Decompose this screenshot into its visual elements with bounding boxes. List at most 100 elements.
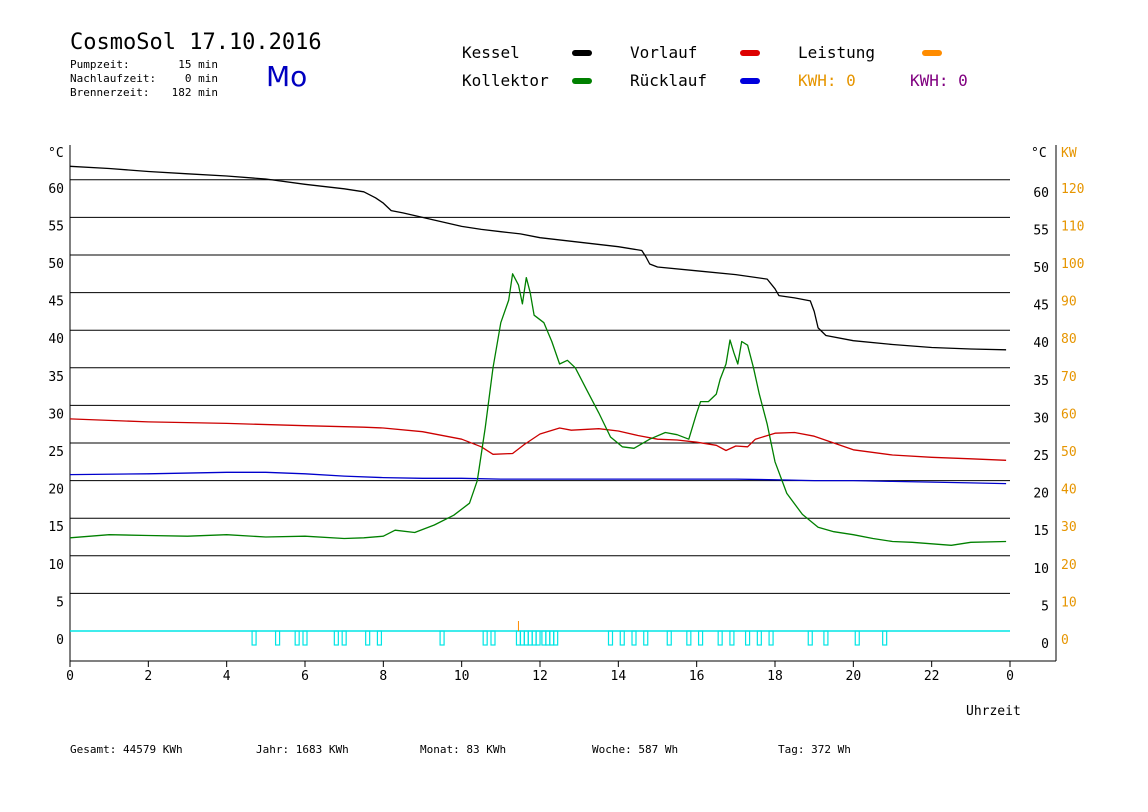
x-tick-label-2: 4 bbox=[223, 669, 231, 684]
kw-tick-70: 70 bbox=[1061, 370, 1077, 385]
y-tick-right-50: 50 bbox=[1033, 261, 1049, 276]
pump-event-16 bbox=[535, 630, 541, 646]
legend-ruecklauf-swatch bbox=[740, 78, 760, 84]
x-tick-label-9: 18 bbox=[767, 669, 783, 684]
brenner-time-label: Brennerzeit: bbox=[70, 86, 150, 99]
y-unit-right-temp: °C bbox=[1031, 146, 1047, 161]
pump-time-value: 15 min bbox=[178, 58, 218, 71]
y-tick-left-45: 45 bbox=[48, 295, 64, 310]
brenner-time-value: 182 min bbox=[171, 86, 218, 99]
pump-event-20 bbox=[553, 630, 559, 646]
series-line-kessel bbox=[69, 165, 1007, 351]
legend-ruecklauf-label: Rücklauf bbox=[630, 71, 708, 90]
y-tick-left-55: 55 bbox=[48, 219, 64, 234]
y-tick-right-0: 0 bbox=[1041, 637, 1049, 652]
y-tick-left-20: 20 bbox=[48, 483, 64, 498]
legend-kollektor-label: Kollektor bbox=[462, 71, 549, 90]
pump-event-24 bbox=[643, 630, 649, 646]
nachlauf-time-value: 0 min bbox=[184, 72, 218, 85]
kw-tick-30: 30 bbox=[1061, 520, 1077, 535]
y-tick-left-30: 30 bbox=[48, 407, 64, 422]
x-tick-label-0: 0 bbox=[66, 669, 74, 684]
kw-tick-80: 80 bbox=[1061, 332, 1077, 347]
kw-tick-20: 20 bbox=[1061, 558, 1077, 573]
y-tick-left-10: 10 bbox=[48, 558, 64, 573]
legend-kollektor-swatch bbox=[572, 78, 592, 84]
y-tick-right-30: 30 bbox=[1033, 411, 1049, 426]
pump-event-30 bbox=[744, 630, 751, 646]
pump-event-6 bbox=[365, 630, 371, 646]
pump-event-10 bbox=[490, 630, 496, 646]
legend-vorlauf-label: Vorlauf bbox=[630, 43, 698, 62]
pump-event-7 bbox=[376, 630, 383, 646]
y-tick-right-55: 55 bbox=[1033, 223, 1049, 238]
kw-tick-90: 90 bbox=[1061, 295, 1077, 310]
pump-event-29 bbox=[729, 630, 735, 646]
kw-tick-110: 110 bbox=[1061, 219, 1084, 234]
y-tick-right-60: 60 bbox=[1033, 186, 1049, 201]
x-tick-label-7: 14 bbox=[611, 669, 627, 684]
pump-event-0 bbox=[251, 630, 257, 646]
kw-tick-0: 0 bbox=[1061, 633, 1069, 648]
y-tick-right-35: 35 bbox=[1033, 374, 1049, 389]
pump-event-33 bbox=[807, 630, 813, 646]
y-tick-left-35: 35 bbox=[48, 370, 64, 385]
pump-event-35 bbox=[854, 630, 860, 646]
legend-vorlauf-swatch bbox=[740, 50, 760, 56]
pump-event-8 bbox=[439, 630, 445, 646]
y-tick-left-0: 0 bbox=[56, 633, 64, 648]
y-tick-right-20: 20 bbox=[1033, 487, 1049, 502]
y-tick-right-10: 10 bbox=[1033, 562, 1049, 577]
kw-tick-50: 50 bbox=[1061, 445, 1077, 460]
pump-event-9 bbox=[482, 630, 488, 646]
x-tick-label-8: 16 bbox=[689, 669, 705, 684]
y-unit-left: °C bbox=[48, 146, 64, 161]
legend-leistung-label: Leistung bbox=[798, 43, 876, 62]
y-tick-left-25: 25 bbox=[48, 445, 64, 460]
kw-tick-120: 120 bbox=[1061, 182, 1084, 197]
x-tick-label-5: 10 bbox=[454, 669, 470, 684]
footer-gesamt: Gesamt: 44579 KWh bbox=[70, 743, 183, 756]
y-tick-left-15: 15 bbox=[48, 520, 64, 535]
pump-event-36 bbox=[882, 630, 888, 646]
nachlauf-time-label: Nachlaufzeit: bbox=[70, 72, 157, 85]
kw-tick-100: 100 bbox=[1061, 257, 1084, 272]
y-tick-left-5: 5 bbox=[56, 595, 64, 610]
pump-event-5 bbox=[341, 630, 347, 646]
kw-tick-40: 40 bbox=[1061, 483, 1077, 498]
series-line-kollektor bbox=[69, 273, 1007, 546]
legend-leistung-swatch bbox=[922, 50, 942, 56]
y-tick-left-50: 50 bbox=[48, 257, 64, 272]
y-tick-right-15: 15 bbox=[1033, 524, 1049, 539]
x-axis-label: Uhrzeit bbox=[966, 704, 1021, 719]
y-tick-right-5: 5 bbox=[1041, 599, 1049, 614]
series-line-ruecklauf bbox=[69, 471, 1007, 485]
pump-event-26 bbox=[686, 630, 692, 646]
pump-event-3 bbox=[302, 630, 308, 646]
y-unit-right-power: KW bbox=[1061, 146, 1077, 161]
y-tick-right-25: 25 bbox=[1033, 449, 1049, 464]
pump-event-21 bbox=[607, 630, 614, 646]
pump-event-28 bbox=[717, 630, 723, 646]
pump-time-label: Pumpzeit: bbox=[70, 58, 130, 71]
footer-woche: Woche: 587 Wh bbox=[592, 743, 679, 756]
chart-title: CosmoSol 17.10.2016 bbox=[70, 30, 322, 55]
y-tick-left-40: 40 bbox=[48, 332, 64, 347]
y-tick-right-40: 40 bbox=[1033, 336, 1049, 351]
legend-kessel-swatch bbox=[572, 50, 592, 56]
kwh-leistung-value: KWH: 0 bbox=[798, 71, 856, 90]
pump-event-4 bbox=[333, 630, 339, 646]
footer-monat: Monat: 83 KWh bbox=[420, 743, 507, 756]
kwh-second-value: KWH: 0 bbox=[910, 71, 968, 90]
kw-tick-10: 10 bbox=[1061, 595, 1077, 610]
pump-event-23 bbox=[631, 630, 637, 646]
y-tick-right-45: 45 bbox=[1033, 299, 1049, 314]
legend-kessel-label: Kessel bbox=[462, 43, 520, 62]
weekday-label: Mo bbox=[266, 60, 308, 93]
pump-event-25 bbox=[666, 630, 672, 646]
pump-event-31 bbox=[756, 630, 762, 646]
pump-event-27 bbox=[697, 630, 704, 646]
x-tick-label-10: 20 bbox=[846, 669, 862, 684]
x-tick-label-3: 6 bbox=[301, 669, 309, 684]
